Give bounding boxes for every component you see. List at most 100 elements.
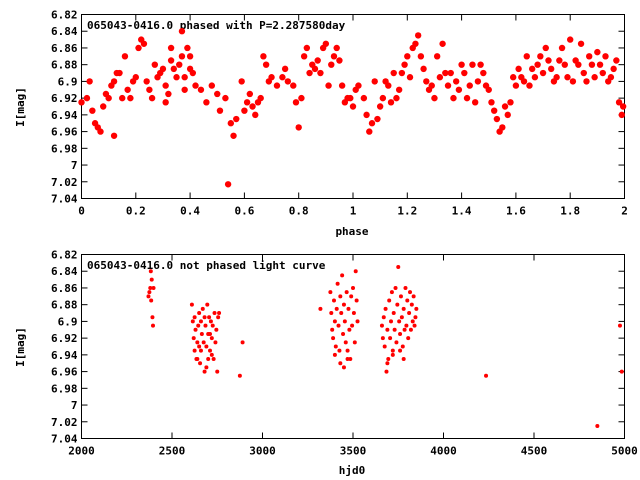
phased-data-point: [295, 124, 302, 131]
phased-data-point: [216, 107, 224, 114]
phased-plot-title: 065043-0416.0 phased with P=2.287580day: [87, 19, 346, 32]
unphased-data-point: [205, 302, 210, 307]
unphased-x-tick-label: 4000: [430, 445, 457, 458]
unphased-data-point: [328, 290, 333, 295]
unphased-data-point: [210, 323, 215, 328]
unphased-y-tick-label: 6.86: [51, 282, 78, 295]
unphased-data-point: [191, 336, 196, 341]
unphased-data-point: [398, 331, 403, 336]
phased-data-point: [588, 61, 596, 68]
unphased-data-point: [381, 315, 386, 320]
phased-y-axis-label: I[mag]: [14, 87, 27, 127]
phased-data-point: [591, 74, 598, 81]
phased-x-tick-label: 1.6: [506, 205, 526, 218]
phased-data-point: [303, 44, 311, 52]
unphased-data-point: [334, 306, 339, 311]
unphased-data-point: [385, 361, 390, 366]
phased-data-point: [466, 82, 473, 89]
unphased-x-tick-label: 3000: [249, 445, 276, 458]
phased-data-point: [78, 99, 85, 106]
unphased-x-tick-label: 2500: [159, 445, 186, 458]
unphased-data-point: [213, 340, 218, 345]
unphased-data-point: [409, 302, 414, 307]
unphased-light-curve-panel: 065043-0416.0 not phased light curve hjd…: [14, 249, 638, 478]
unphased-data-point: [333, 344, 338, 349]
phased-data-point: [347, 94, 354, 102]
phased-data-point: [602, 53, 609, 60]
phased-data-point: [507, 99, 514, 106]
phased-data-point: [580, 69, 587, 77]
phased-data-point: [488, 99, 495, 106]
phased-data-point: [233, 115, 240, 123]
unphased-data-point: [401, 357, 406, 362]
unphased-data-point: [212, 311, 217, 316]
phased-data-point: [148, 94, 156, 102]
phased-data-point: [189, 69, 197, 77]
phased-data-point: [336, 57, 343, 64]
phased-data-point: [539, 69, 547, 77]
phased-y-tick-label: 7: [71, 159, 78, 172]
unphased-plot-frame: [81, 254, 625, 439]
unphased-x-tick-label: 3500: [340, 445, 367, 458]
phased-data-point: [360, 94, 368, 102]
phased-data-point: [385, 82, 392, 89]
unphased-data-point: [346, 306, 351, 311]
phased-data-point: [338, 82, 346, 89]
unphased-data-point: [352, 340, 357, 345]
unphased-data-point: [410, 319, 415, 324]
phased-data-point: [575, 61, 582, 68]
phased-data-point: [165, 90, 172, 98]
unphased-y-tick-label: 6.9: [58, 315, 78, 328]
unphased-data-point: [318, 306, 323, 311]
phased-data-point: [97, 128, 104, 135]
unphased-data-point: [390, 348, 395, 353]
phased-data-point: [542, 44, 549, 52]
phased-y-tick-label: 6.82: [51, 9, 78, 22]
phased-data-point: [181, 74, 188, 81]
unphased-data-point: [197, 344, 202, 349]
phased-y-tick-label: 6.88: [51, 59, 78, 72]
phased-data-point: [444, 82, 452, 89]
unphased-data-point: [214, 327, 219, 332]
phased-data-point: [558, 44, 566, 52]
phased-y-tick-label: 7.04: [51, 193, 78, 206]
unphased-y-tick-label: 7.04: [51, 433, 78, 446]
phased-data-point: [599, 69, 606, 77]
unphased-data-point: [148, 269, 153, 274]
phased-data-point: [417, 53, 425, 60]
unphased-data-point: [215, 369, 220, 374]
unphased-data-point: [204, 344, 209, 349]
unphased-data-point: [342, 319, 347, 324]
phased-data-point: [523, 53, 530, 60]
phased-data-point: [257, 94, 264, 102]
phased-data-point: [613, 57, 620, 64]
unphased-data-point: [408, 327, 413, 332]
phased-data-point: [493, 115, 501, 123]
phased-data-point: [528, 65, 536, 73]
unphased-x-axis-label: hjd0: [339, 464, 366, 477]
phased-data-point: [553, 74, 560, 81]
phased-data-point: [86, 78, 93, 85]
phased-data-point: [501, 103, 509, 110]
phased-data-point: [230, 132, 237, 139]
phased-data-point: [330, 53, 338, 60]
unphased-data-point: [192, 348, 197, 353]
phased-x-axis-label: phase: [335, 225, 368, 238]
phased-x-tick-label: 0.4: [180, 205, 200, 218]
phased-data-point: [167, 57, 175, 64]
phased-data-point: [461, 69, 468, 77]
phased-data-point: [268, 74, 275, 81]
phased-data-point: [412, 40, 419, 47]
unphased-data-point: [203, 323, 208, 328]
unphased-data-point: [193, 327, 198, 332]
unphased-data-point: [200, 306, 205, 311]
unphased-plot-title: 065043-0416.0 not phased light curve: [87, 259, 326, 272]
phased-data-point: [355, 82, 362, 89]
phased-data-point: [509, 74, 517, 81]
phased-data-point: [390, 69, 397, 77]
unphased-data-point: [208, 319, 213, 324]
phased-data-point: [596, 61, 604, 68]
phased-data-point: [586, 53, 593, 60]
phased-data-point: [564, 74, 571, 81]
phased-data-point: [333, 44, 340, 52]
